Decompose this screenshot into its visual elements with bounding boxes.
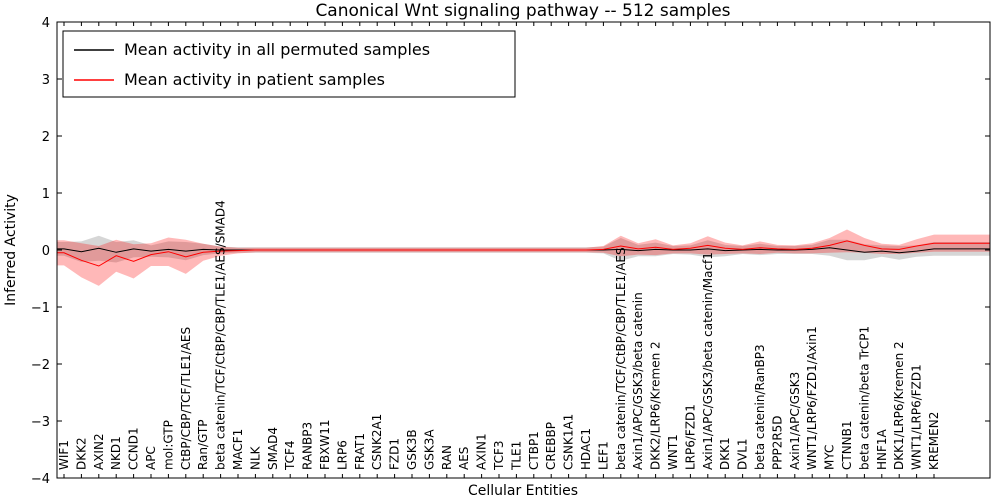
- x-tick-label: mol:GTP: [161, 420, 175, 470]
- legend: Mean activity in all permuted samples Me…: [62, 30, 516, 98]
- y-tick-label: −4: [31, 472, 50, 487]
- x-tick-label: AXIN1: [475, 433, 489, 470]
- x-tick-label: FBXW11: [318, 420, 332, 471]
- x-tick-labels: WIF1 DKK2 AXIN2 NKD1 CCND1 APC mol:GTP CtBP/CBP…: [57, 200, 941, 471]
- x-tick-label: TLE1: [509, 441, 523, 471]
- x-tick-label: AES: [457, 447, 471, 470]
- confidence-bands: [57, 229, 990, 286]
- y-axis-title: Inferred Activity: [3, 194, 19, 306]
- legend-label-permuted: Mean activity in all permuted samples: [124, 40, 430, 59]
- x-tick-label: WNT1: [666, 434, 680, 470]
- legend-box: [62, 30, 516, 98]
- y-tick-label: −2: [31, 358, 50, 373]
- x-axis-title: Cellular Entities: [468, 483, 578, 499]
- y-tick-label: −1: [31, 301, 50, 316]
- x-tick-label: WNT1/LRP6/FZD1: [910, 364, 924, 470]
- x-tick-label: TCF4: [283, 440, 297, 471]
- x-tick-label: CSNK2A1: [370, 414, 384, 470]
- x-tick-label: CTNNB1: [840, 420, 854, 470]
- x-tick-label: beta catenin/RanBP3: [753, 344, 767, 470]
- x-tick-label: Axin1/APC/GSK3/beta catenin: [631, 292, 645, 470]
- x-tick-label: MYC: [823, 445, 837, 470]
- x-tick-label: SMAD4: [266, 427, 280, 470]
- x-tick-label: APC: [144, 446, 158, 470]
- x-tick-label: CTBP1: [527, 431, 541, 470]
- x-tick-label: LRP6: [335, 440, 349, 470]
- y-tick-label: 1: [42, 187, 50, 202]
- x-tick-label: FRAT1: [353, 433, 367, 470]
- x-tick-label: RAN: [440, 445, 454, 470]
- x-tick-label: CCND1: [127, 427, 141, 470]
- x-tick-label: beta catenin/TCF/CtBP/CBP/TLE1/AES/SMAD4: [214, 200, 228, 470]
- x-tick-label: HDAC1: [579, 428, 593, 470]
- x-tick-label: KREMEN2: [927, 412, 941, 470]
- x-tick-label: CREBBP: [544, 422, 558, 470]
- y-tick-label: 2: [42, 130, 50, 145]
- x-tick-label: PPP2R5D: [770, 415, 784, 470]
- x-tick-label: NKD1: [109, 436, 123, 470]
- x-tick-label: WNT1/LRP6/FZD1/Axin1: [805, 326, 819, 470]
- x-tick-label: HNF1A: [875, 428, 889, 470]
- x-tick-label: FZD1: [388, 438, 402, 470]
- chart-title: Canonical Wnt signaling pathway -- 512 s…: [315, 1, 730, 21]
- patient-mean-line: [57, 240, 990, 267]
- x-tick-label: WIF1: [57, 440, 71, 470]
- permuted-confidence-band: [57, 235, 990, 263]
- x-tick-label: Axin1/APC/GSK3/beta catenin/Macf1: [701, 252, 715, 470]
- y-tick-label: −3: [31, 415, 50, 430]
- x-tick-label: AXIN2: [92, 433, 106, 470]
- series-lines: [57, 240, 990, 267]
- x-tick-label: CtBP/CBP/TCF/TLE1/AES: [179, 327, 193, 470]
- y-tick-label: 4: [42, 16, 50, 31]
- x-tick-label: beta catenin/beta TrCP1: [857, 326, 871, 470]
- x-tick-label: DKK1/LRP6/Kremen 2: [892, 341, 906, 470]
- x-tick-label: Axin1/APC/GSK3: [788, 372, 802, 470]
- x-tick-label: RANBP3: [301, 422, 315, 470]
- x-tick-label: DVL1: [736, 438, 750, 470]
- x-tick-label: DKK2/LRP6/Kremen 2: [649, 341, 663, 470]
- x-tick-label: GSK3A: [422, 429, 436, 470]
- x-tick-label: CSNK1A1: [562, 414, 576, 470]
- x-tick-label: beta catenin/TCF/CtBP/CBP/TLE1/AES: [614, 247, 628, 470]
- y-tick-label: 0: [42, 244, 50, 259]
- x-tick-label: LEF1: [596, 441, 610, 470]
- patient-confidence-band: [57, 229, 990, 286]
- x-tick-label: LRP6/FZD1: [683, 404, 697, 470]
- x-tick-label: TCF3: [492, 440, 506, 471]
- x-tick-label: Ran/GTP: [196, 419, 210, 470]
- x-tick-label: NLK: [248, 445, 262, 470]
- legend-label-patient: Mean activity in patient samples: [124, 70, 385, 89]
- x-tick-label: GSK3B: [405, 429, 419, 470]
- y-tick-labels: −4 −3 −2 −1 0 1 2 3 4: [31, 16, 50, 487]
- x-tick-label: DKK1: [718, 437, 732, 470]
- axis-ticks: [57, 21, 990, 479]
- y-tick-label: 3: [42, 73, 50, 88]
- x-tick-label: MACF1: [231, 429, 245, 470]
- x-tick-label: DKK2: [74, 437, 88, 470]
